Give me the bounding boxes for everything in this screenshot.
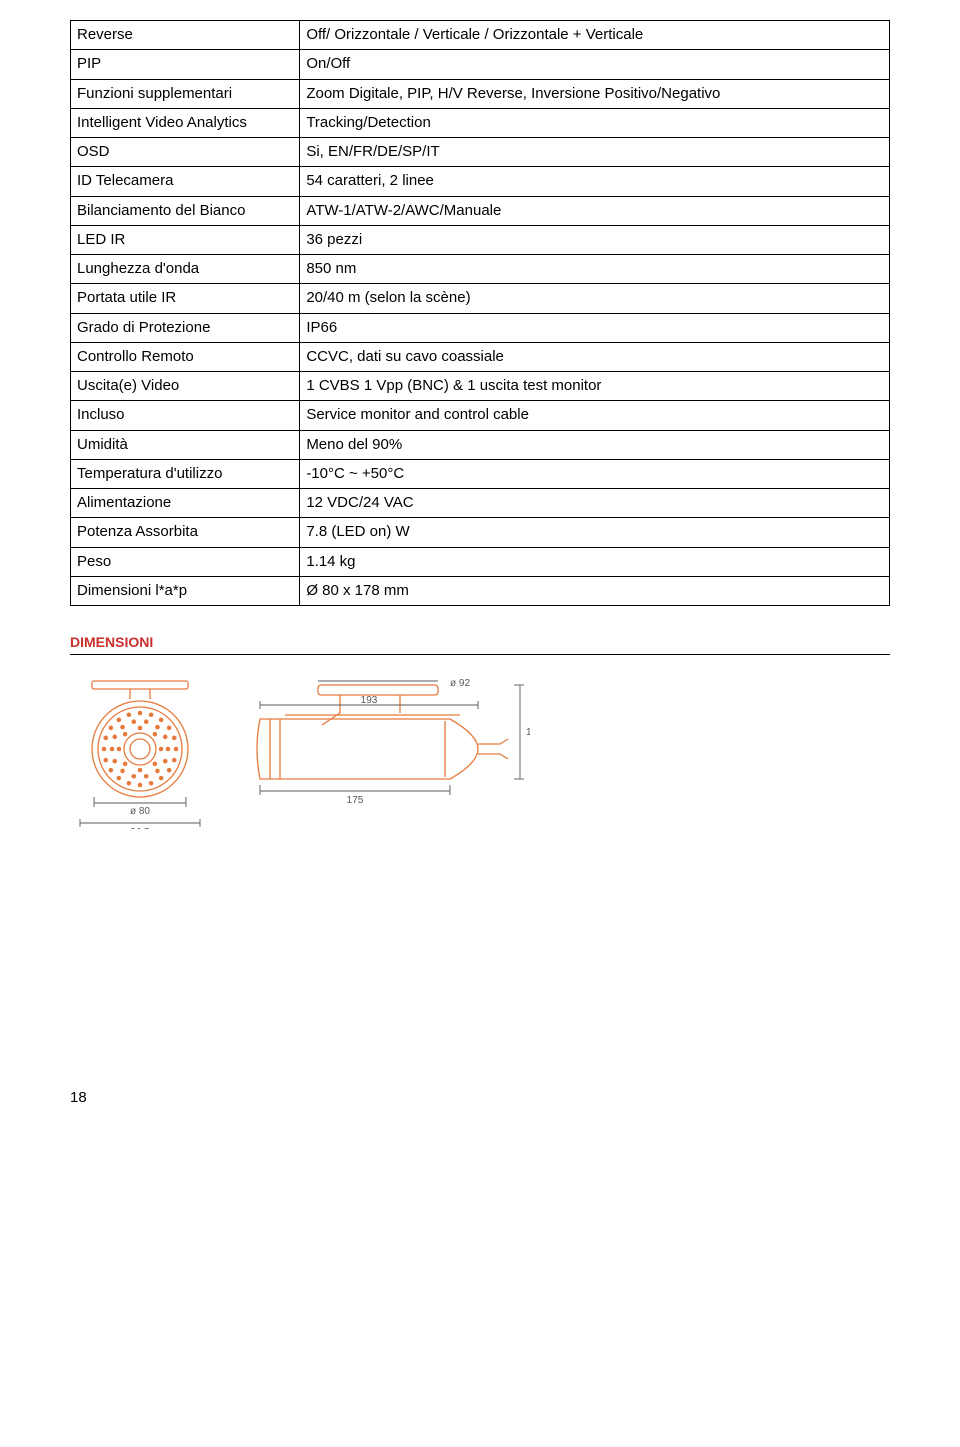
base-width-label: 96.5 — [130, 827, 150, 829]
spec-key: Peso — [71, 547, 300, 576]
side-top-diameter-label: ø 92 — [450, 679, 470, 689]
spec-key: Potenza Assorbita — [71, 518, 300, 547]
spec-value: Service monitor and control cable — [300, 401, 890, 430]
spec-key: Uscita(e) Video — [71, 372, 300, 401]
spec-key: Reverse — [71, 21, 300, 50]
table-row: LED IR36 pezzi — [71, 225, 890, 254]
side-length-top-label: 193 — [361, 695, 378, 706]
side-height-label: 103 — [526, 727, 530, 738]
spec-value: 1.14 kg — [300, 547, 890, 576]
spec-value: 7.8 (LED on) W — [300, 518, 890, 547]
spec-value: Si, EN/FR/DE/SP/IT — [300, 138, 890, 167]
divider — [70, 654, 890, 655]
dimensions-title: DIMENSIONI — [70, 634, 890, 650]
table-row: InclusoService monitor and control cable — [71, 401, 890, 430]
side-length-bottom-label: 175 — [347, 795, 364, 806]
spec-value: CCVC, dati su cavo coassiale — [300, 342, 890, 371]
spec-value: Meno del 90% — [300, 430, 890, 459]
spec-key: Temperatura d'utilizzo — [71, 459, 300, 488]
table-row: Controllo RemotoCCVC, dati su cavo coass… — [71, 342, 890, 371]
dimension-drawings: ø 80 96.5 — [70, 679, 890, 829]
table-row: Uscita(e) Video1 CVBS 1 Vpp (BNC) & 1 us… — [71, 372, 890, 401]
spec-key: Bilanciamento del Bianco — [71, 196, 300, 225]
table-row: Alimentazione12 VDC/24 VAC — [71, 489, 890, 518]
spec-value: 54 caratteri, 2 linee — [300, 167, 890, 196]
spec-key: ID Telecamera — [71, 167, 300, 196]
table-row: Portata utile IR20/40 m (selon la scène) — [71, 284, 890, 313]
table-row: OSDSi, EN/FR/DE/SP/IT — [71, 138, 890, 167]
spec-key: Incluso — [71, 401, 300, 430]
spec-value: 850 nm — [300, 255, 890, 284]
page-number: 18 — [70, 1089, 890, 1106]
spec-table-body: ReverseOff/ Orizzontale / Verticale / Or… — [71, 21, 890, 606]
table-row: Dimensioni l*a*pØ 80 x 178 mm — [71, 576, 890, 605]
table-row: Bilanciamento del BiancoATW-1/ATW-2/AWC/… — [71, 196, 890, 225]
front-diameter-label: ø 80 — [130, 806, 150, 817]
table-row: Potenza Assorbita7.8 (LED on) W — [71, 518, 890, 547]
table-row: Peso1.14 kg — [71, 547, 890, 576]
spec-key: LED IR — [71, 225, 300, 254]
spec-key: Portata utile IR — [71, 284, 300, 313]
table-row: Funzioni supplementariZoom Digitale, PIP… — [71, 79, 890, 108]
spec-value: 36 pezzi — [300, 225, 890, 254]
spec-value: 20/40 m (selon la scène) — [300, 284, 890, 313]
spec-value: On/Off — [300, 50, 890, 79]
spec-key: PIP — [71, 50, 300, 79]
spec-value: Tracking/Detection — [300, 108, 890, 137]
spec-key: Funzioni supplementari — [71, 79, 300, 108]
table-row: Intelligent Video AnalyticsTracking/Dete… — [71, 108, 890, 137]
spec-value: Zoom Digitale, PIP, H/V Reverse, Inversi… — [300, 79, 890, 108]
spec-key: Grado di Protezione — [71, 313, 300, 342]
side-view-drawing: ø 92 193 175 103 — [230, 679, 530, 829]
spec-key: Controllo Remoto — [71, 342, 300, 371]
spec-value: -10°C ~ +50°C — [300, 459, 890, 488]
spec-value: ATW-1/ATW-2/AWC/Manuale — [300, 196, 890, 225]
spec-value: Off/ Orizzontale / Verticale / Orizzonta… — [300, 21, 890, 50]
spec-value: IP66 — [300, 313, 890, 342]
table-row: UmiditàMeno del 90% — [71, 430, 890, 459]
spec-value: 1 CVBS 1 Vpp (BNC) & 1 uscita test monit… — [300, 372, 890, 401]
front-view-drawing: ø 80 96.5 — [70, 679, 210, 829]
table-row: Grado di ProtezioneIP66 — [71, 313, 890, 342]
spec-key: Umidità — [71, 430, 300, 459]
table-row: ID Telecamera54 caratteri, 2 linee — [71, 167, 890, 196]
spec-table: ReverseOff/ Orizzontale / Verticale / Or… — [70, 20, 890, 606]
table-row: Temperatura d'utilizzo-10°C ~ +50°C — [71, 459, 890, 488]
table-row: ReverseOff/ Orizzontale / Verticale / Or… — [71, 21, 890, 50]
table-row: PIPOn/Off — [71, 50, 890, 79]
spec-key: Lunghezza d'onda — [71, 255, 300, 284]
spec-value: 12 VDC/24 VAC — [300, 489, 890, 518]
spec-value: Ø 80 x 178 mm — [300, 576, 890, 605]
spec-key: Alimentazione — [71, 489, 300, 518]
spec-key: OSD — [71, 138, 300, 167]
spec-key: Intelligent Video Analytics — [71, 108, 300, 137]
spec-key: Dimensioni l*a*p — [71, 576, 300, 605]
table-row: Lunghezza d'onda850 nm — [71, 255, 890, 284]
